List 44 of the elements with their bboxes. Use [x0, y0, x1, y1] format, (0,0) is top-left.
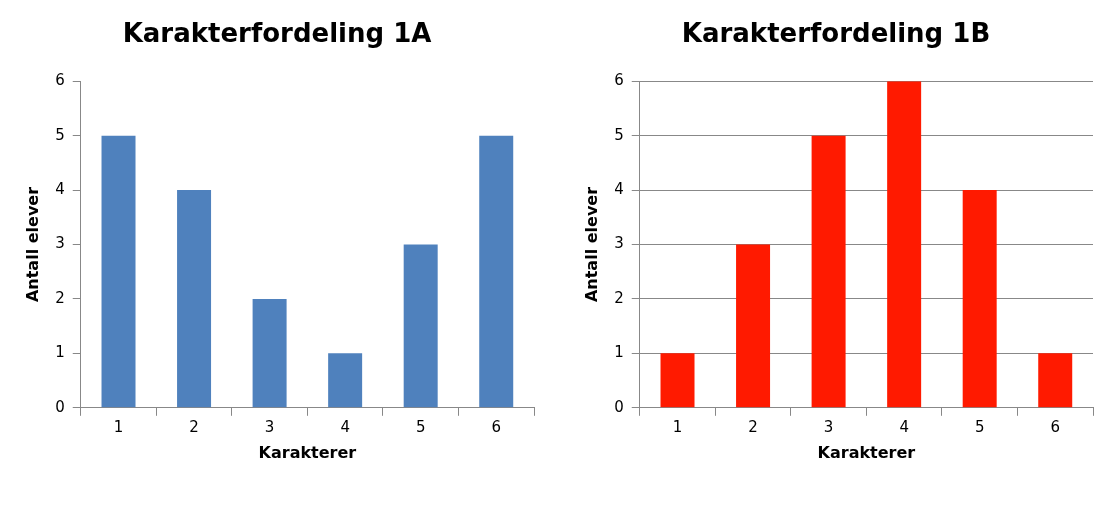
- bar: [887, 81, 922, 408]
- x-tick-label: 2: [189, 417, 199, 436]
- x-tick-label: 3: [264, 417, 275, 436]
- bar: [101, 135, 136, 408]
- x-axis-title: Karakterer: [817, 442, 916, 462]
- y-tick-label: 6: [55, 71, 65, 90]
- x-tick-label: 3: [823, 417, 834, 436]
- y-tick-label: 5: [55, 125, 65, 144]
- bar: [736, 244, 771, 408]
- bar: [811, 135, 846, 408]
- y-tick-label: 0: [55, 397, 65, 416]
- x-tick-label: 6: [491, 417, 501, 436]
- bar: [177, 190, 212, 408]
- x-tick-label: 6: [1050, 417, 1060, 436]
- y-tick-label: 2: [614, 288, 624, 307]
- bar: [962, 190, 997, 408]
- chart-title: Karakterfordeling 1B: [681, 18, 991, 49]
- x-tick-label: 2: [748, 417, 758, 436]
- chart-title: Karakterfordeling 1A: [122, 18, 432, 49]
- x-tick-label: 1: [113, 417, 124, 436]
- bar: [403, 244, 438, 408]
- y-tick-label: 1: [55, 343, 65, 362]
- y-tick-label: 2: [55, 288, 65, 307]
- x-tick-label: 4: [899, 417, 909, 436]
- y-tick-label: 1: [614, 343, 624, 362]
- y-tick-label: 0: [614, 397, 624, 416]
- y-tick-label: 4: [55, 179, 65, 198]
- y-tick-label: 3: [55, 234, 65, 253]
- y-tick-label: 6: [614, 71, 624, 90]
- x-tick-label: 1: [672, 417, 683, 436]
- x-tick-label: 4: [340, 417, 350, 436]
- bar: [1038, 353, 1073, 408]
- y-tick-label: 5: [614, 125, 624, 144]
- x-tick-label: 5: [974, 417, 985, 436]
- y-axis-title: Antall elever: [581, 186, 601, 303]
- bar: [660, 353, 695, 408]
- y-axis-title: Antall elever: [22, 186, 42, 303]
- bar: [328, 353, 363, 408]
- x-tick-label: 5: [415, 417, 426, 436]
- y-tick-label: 4: [614, 179, 624, 198]
- bar: [252, 298, 287, 408]
- y-tick-label: 3: [614, 234, 624, 253]
- x-axis-title: Karakterer: [258, 442, 357, 462]
- bar: [479, 135, 514, 408]
